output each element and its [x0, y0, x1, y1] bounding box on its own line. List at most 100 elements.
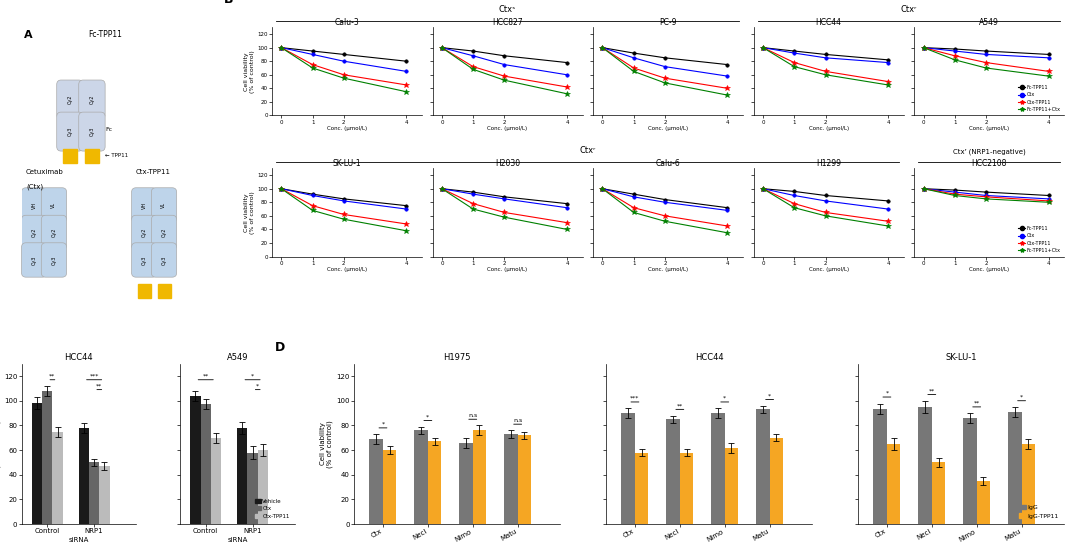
X-axis label: Conc. (μmol/L): Conc. (μmol/L) — [327, 126, 367, 131]
Title: A549: A549 — [979, 17, 999, 27]
Bar — [89, 462, 99, 524]
FancyBboxPatch shape — [41, 243, 67, 277]
Text: *: * — [252, 373, 254, 378]
Title: Calu-3: Calu-3 — [334, 17, 359, 27]
Title: HCC2108: HCC2108 — [972, 158, 1007, 168]
Bar — [725, 448, 739, 524]
Text: Fc: Fc — [105, 127, 112, 132]
Text: Cy2: Cy2 — [68, 95, 72, 104]
Text: Cy2: Cy2 — [52, 228, 56, 237]
X-axis label: siRNA: siRNA — [227, 537, 247, 543]
X-axis label: Conc. (μmol/L): Conc. (μmol/L) — [327, 267, 367, 272]
X-axis label: Conc. (μmol/L): Conc. (μmol/L) — [648, 126, 688, 131]
X-axis label: Conc. (μmol/L): Conc. (μmol/L) — [970, 267, 1009, 272]
Text: **: ** — [202, 373, 209, 378]
Bar — [428, 442, 442, 524]
FancyBboxPatch shape — [152, 215, 176, 250]
Text: *: * — [1020, 395, 1023, 400]
Text: ← TPP11: ← TPP11 — [105, 153, 128, 158]
FancyBboxPatch shape — [41, 188, 67, 222]
Y-axis label: Cell viability
(% of control): Cell viability (% of control) — [244, 50, 255, 93]
Bar — [247, 453, 258, 524]
FancyBboxPatch shape — [57, 80, 83, 119]
FancyBboxPatch shape — [78, 80, 105, 119]
Text: *: * — [886, 391, 888, 396]
Text: Cy2: Cy2 — [142, 228, 146, 237]
Text: VH: VH — [31, 201, 37, 209]
Text: A: A — [24, 29, 32, 40]
Text: VH: VH — [142, 201, 146, 209]
Text: *: * — [382, 422, 385, 426]
Y-axis label: Cell viability
(% of control): Cell viability (% of control) — [320, 420, 333, 468]
Legend: IgG, IgG-TPP11: IgG, IgG-TPP11 — [1017, 502, 1061, 521]
Text: Ctx-TPP11: Ctx-TPP11 — [135, 169, 171, 175]
Bar — [635, 453, 648, 524]
FancyBboxPatch shape — [78, 112, 105, 151]
FancyBboxPatch shape — [41, 215, 67, 250]
Bar — [918, 407, 932, 524]
Text: **: ** — [676, 403, 683, 408]
Text: Ctxʳ (NRP1-negative): Ctxʳ (NRP1-negative) — [952, 148, 1026, 155]
Title: H2030: H2030 — [494, 158, 520, 168]
X-axis label: Conc. (μmol/L): Conc. (μmol/L) — [648, 267, 688, 272]
Text: Ctxˢ: Ctxˢ — [499, 5, 516, 14]
Text: n.s: n.s — [513, 418, 522, 423]
Bar — [78, 428, 89, 524]
FancyBboxPatch shape — [22, 243, 47, 277]
Title: H1975: H1975 — [443, 353, 471, 361]
Bar — [1008, 412, 1021, 524]
Bar — [85, 149, 99, 163]
Text: **: ** — [96, 383, 102, 388]
Bar — [211, 438, 221, 524]
Text: B: B — [224, 0, 233, 5]
Legend: Fc-TPP11, Ctx, Ctx-TPP11, Fc-TPP11+Ctx: Fc-TPP11, Ctx, Ctx-TPP11, Fc-TPP11+Ctx — [1017, 84, 1062, 113]
Bar — [63, 149, 76, 163]
FancyBboxPatch shape — [131, 188, 157, 222]
Bar — [873, 410, 887, 524]
Legend: Vehicle, Ctx, Ctx-TPP11: Vehicle, Ctx, Ctx-TPP11 — [253, 496, 292, 521]
Bar — [977, 481, 990, 524]
Text: **: ** — [49, 373, 56, 378]
Bar — [932, 462, 945, 524]
Text: n.s: n.s — [468, 413, 477, 418]
Bar — [712, 413, 725, 524]
Text: (Ctx): (Ctx) — [26, 183, 43, 189]
X-axis label: siRNA: siRNA — [69, 537, 89, 543]
Bar — [32, 403, 42, 524]
Y-axis label: Cell viability
(% of control): Cell viability (% of control) — [244, 191, 255, 234]
Title: HCC44: HCC44 — [694, 353, 723, 361]
Bar — [473, 430, 486, 524]
X-axis label: Conc. (μmol/L): Conc. (μmol/L) — [970, 126, 1009, 131]
Text: *: * — [768, 393, 771, 398]
Text: Cy2: Cy2 — [161, 228, 167, 237]
Text: VL: VL — [161, 202, 167, 208]
Text: *: * — [723, 396, 727, 401]
Bar — [679, 453, 693, 524]
Bar — [42, 391, 53, 524]
Text: *: * — [427, 414, 429, 419]
Bar — [459, 443, 473, 524]
Title: A549: A549 — [227, 353, 248, 361]
Legend: Fc-TPP11, Ctx, Ctx-TPP11, Fc-TPP11+Ctx: Fc-TPP11, Ctx, Ctx-TPP11, Fc-TPP11+Ctx — [1017, 225, 1062, 254]
FancyBboxPatch shape — [131, 215, 157, 250]
Text: Cy3: Cy3 — [68, 127, 72, 136]
Bar — [370, 439, 383, 524]
Title: SK-LU-1: SK-LU-1 — [945, 353, 977, 361]
Bar — [887, 444, 901, 524]
Bar — [666, 419, 679, 524]
Text: *: * — [256, 383, 259, 388]
Bar — [518, 435, 531, 524]
Text: D: D — [275, 341, 286, 354]
Title: SK-LU-1: SK-LU-1 — [332, 158, 361, 168]
Bar — [414, 430, 428, 524]
Bar — [99, 466, 110, 524]
Text: Cy3: Cy3 — [161, 256, 167, 265]
Text: VL: VL — [52, 202, 56, 208]
Title: H1299: H1299 — [816, 158, 841, 168]
FancyBboxPatch shape — [22, 188, 47, 222]
Text: Cy3: Cy3 — [142, 256, 146, 265]
Title: HCC44: HCC44 — [64, 353, 94, 361]
Bar — [1021, 444, 1035, 524]
Text: Ctxʳ: Ctxʳ — [579, 146, 596, 155]
Bar — [756, 410, 770, 524]
